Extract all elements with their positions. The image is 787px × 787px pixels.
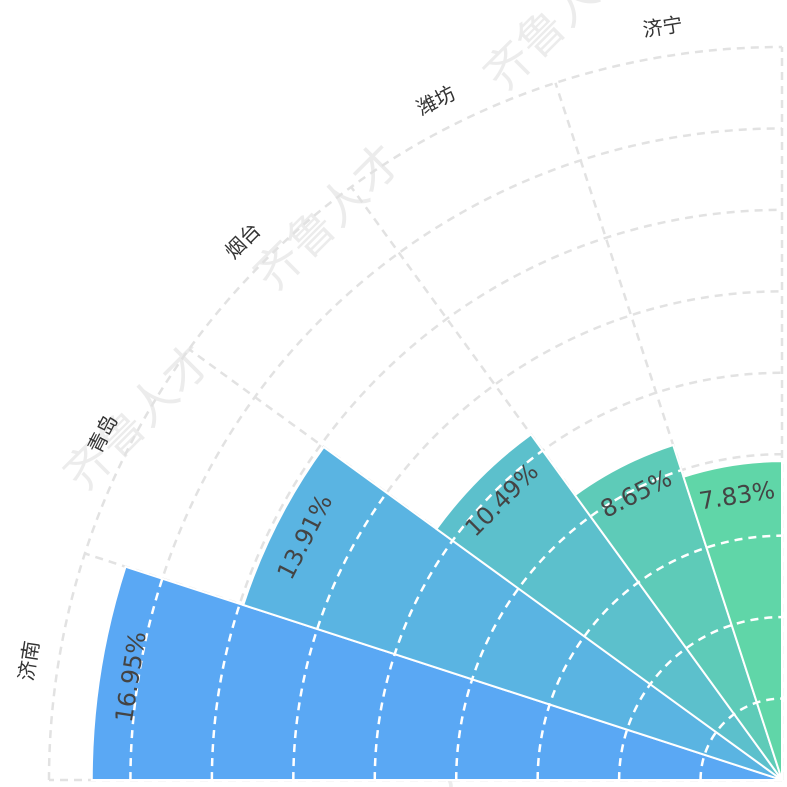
- sector: [435, 433, 783, 781]
- category-label: 潍坊: [413, 81, 460, 121]
- watermark: 齐鲁人才: [53, 333, 221, 501]
- grid-arc: [699, 697, 783, 780]
- grid-arc: [210, 208, 783, 781]
- sector: [242, 445, 783, 781]
- watermark: 齐鲁人才: [243, 133, 411, 301]
- sector: [682, 460, 783, 781]
- sector: [90, 565, 783, 781]
- sector: [573, 443, 783, 781]
- grid-arc: [617, 615, 783, 780]
- grid-spoke: [554, 82, 784, 781]
- category-label: 济南: [14, 639, 44, 682]
- grid-arc: [536, 534, 783, 780]
- grid-arc: [47, 45, 783, 781]
- category-label: 济宁: [641, 12, 684, 42]
- grid-arc: [129, 434, 783, 780]
